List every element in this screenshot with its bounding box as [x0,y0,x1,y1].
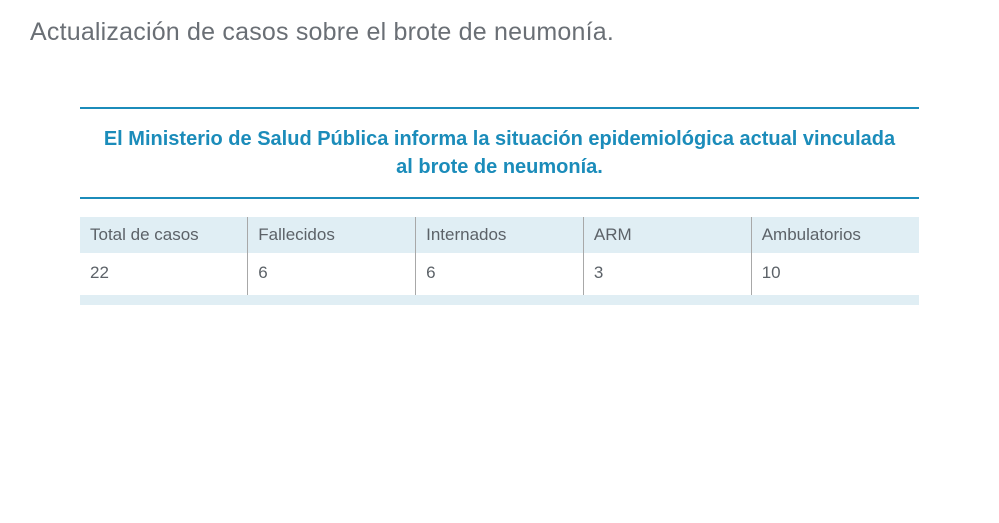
cell-fallecidos: 6 [248,253,416,295]
highlight-text: El Ministerio de Salud Pública informa l… [98,125,901,181]
cell-total: 22 [80,253,248,295]
highlight-block: El Ministerio de Salud Pública informa l… [80,107,919,199]
col-header-arm: ARM [583,217,751,253]
page-title: Actualización de casos sobre el brote de… [30,18,969,47]
table-footer-band [80,295,919,305]
col-header-ambulatorios: Ambulatorios [751,217,919,253]
cell-arm: 3 [583,253,751,295]
table-header-row: Total de casos Fallecidos Internados ARM… [80,217,919,253]
col-header-internados: Internados [416,217,584,253]
cases-table: Total de casos Fallecidos Internados ARM… [80,217,919,305]
content-wrapper: El Ministerio de Salud Pública informa l… [30,107,969,305]
col-header-fallecidos: Fallecidos [248,217,416,253]
col-header-total: Total de casos [80,217,248,253]
cell-internados: 6 [416,253,584,295]
cell-ambulatorios: 10 [751,253,919,295]
table-row: 22 6 6 3 10 [80,253,919,295]
